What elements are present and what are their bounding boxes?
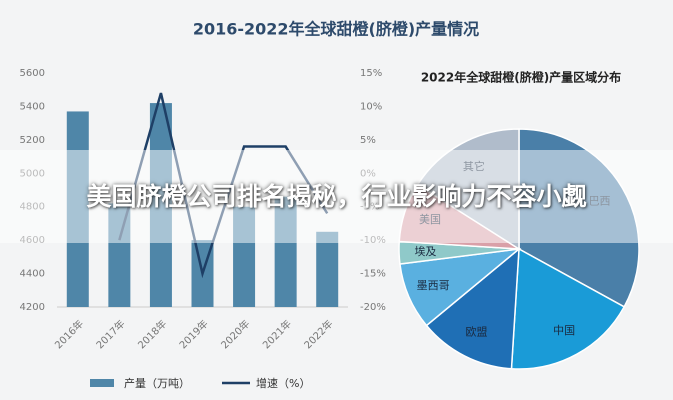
pie-slice [510,247,626,370]
y2-tick-label: 10% [360,101,382,112]
x-tick-label: 2019年 [176,317,210,351]
banner-title: 美国脐橙公司排名揭秘，行业影响力不容小觑 [86,181,587,211]
x-tick-label: 2021年 [260,317,294,351]
y-tick-label: 4200 [20,302,45,313]
legend-label: 增速（%） [256,376,310,390]
x-tick-label: 2022年 [301,317,335,351]
banner: 美国脐橙公司排名揭秘，行业影响力不容小觑 [0,150,673,243]
pie-slice [425,247,520,370]
legend-label: 产量（万吨） [124,376,190,390]
y2-tick-label: 5% [360,135,376,146]
chart-title: 2016-2022年全球甜橙(脐橙)产量情况 [193,20,479,39]
pie-label: 欧盟 [466,325,488,338]
x-tick-label: 2016年 [52,317,86,351]
pie-label: 中国 [553,324,575,337]
pie-label: 墨西哥 [417,279,450,292]
pie-label: 埃及 [414,244,436,258]
bar [316,231,339,307]
x-tick-label: 2018年 [135,317,169,351]
pie-title: 2022年全球甜橙(脐橙)产量区域分布 [421,70,621,85]
y2-tick-label: -20% [360,302,386,313]
y-tick-label: 5600 [20,68,45,79]
x-tick-label: 2017年 [93,317,127,351]
x-tick-label: 2020年 [218,317,252,351]
y-tick-label: 5200 [20,135,45,146]
y-tick-label: 5400 [20,101,45,112]
legend-swatch [90,379,114,387]
y-tick-label: 4400 [20,269,45,280]
y2-tick-label: 15% [360,68,382,79]
y2-tick-label: -15% [360,269,386,280]
